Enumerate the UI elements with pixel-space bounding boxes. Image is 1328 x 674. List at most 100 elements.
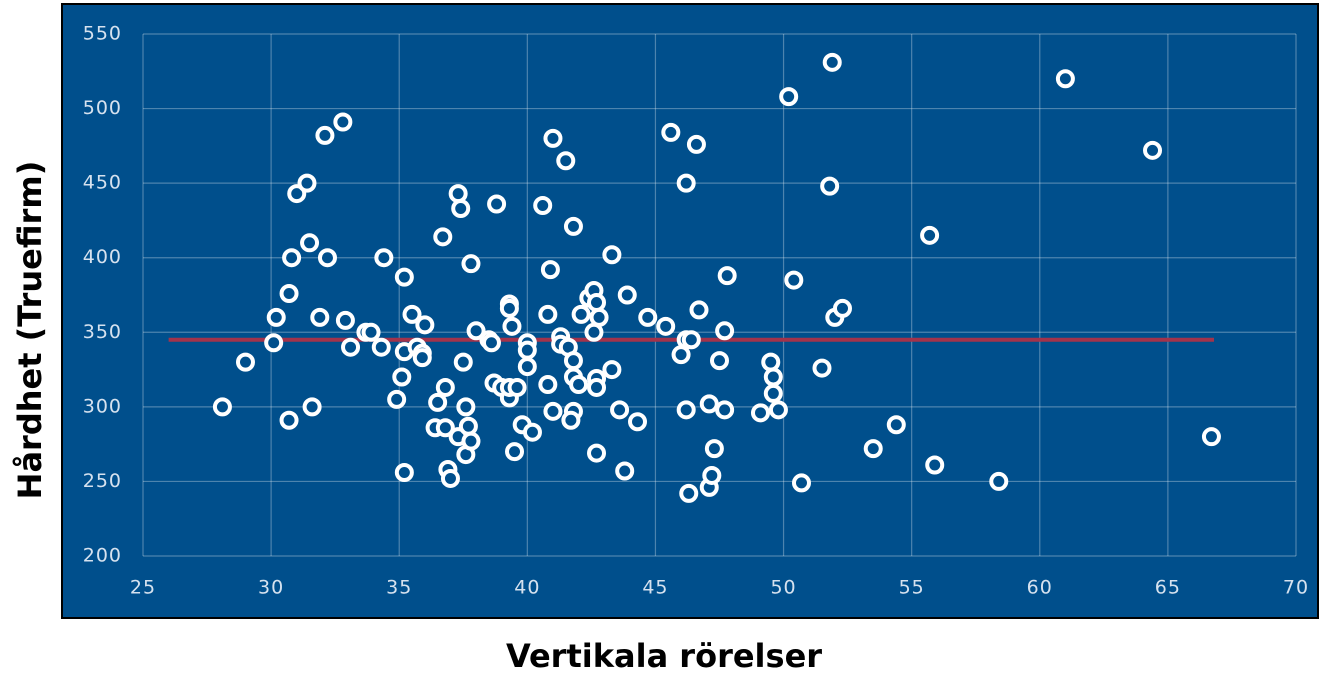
data-point [517, 340, 537, 360]
data-point [717, 266, 737, 286]
data-point [402, 304, 422, 324]
data-point [415, 315, 435, 335]
data-point [863, 439, 883, 459]
data-point [392, 367, 412, 387]
data-point [702, 465, 722, 485]
data-point [638, 307, 658, 327]
data-point [412, 348, 432, 368]
data-point [481, 333, 501, 353]
data-point [679, 483, 699, 503]
y-axis-label: Hårdhet (Truefirm) [11, 161, 49, 500]
data-point [686, 134, 706, 154]
data-point [812, 358, 832, 378]
data-point [584, 322, 604, 342]
data-point [543, 401, 563, 421]
data-point [832, 298, 852, 318]
data-point [335, 310, 355, 330]
x-tick-label: 45 [642, 577, 668, 599]
data-point [763, 367, 783, 387]
data-point [487, 194, 507, 214]
data-point [602, 245, 622, 265]
data-point [341, 337, 361, 357]
data-point [538, 374, 558, 394]
data-point [538, 304, 558, 324]
y-tick-label: 300 [83, 395, 122, 417]
data-point [556, 151, 576, 171]
data-point [750, 403, 770, 423]
data-point [681, 330, 701, 350]
data-point [279, 284, 299, 304]
data-point [533, 196, 553, 216]
data-point [615, 461, 635, 481]
data-point [448, 184, 468, 204]
data-point [699, 394, 719, 414]
data-point [387, 389, 407, 409]
data-point [925, 455, 945, 475]
data-point [784, 270, 804, 290]
data-point [710, 351, 729, 371]
data-point [628, 412, 648, 432]
data-point [1201, 427, 1221, 447]
data-point [602, 360, 622, 380]
data-point [266, 307, 286, 327]
data-point [820, 176, 840, 196]
y-tick-label: 350 [83, 321, 122, 343]
data-point [522, 422, 542, 442]
data-point [715, 321, 735, 341]
data-point [563, 216, 583, 236]
data-point [761, 352, 781, 372]
data-point [361, 322, 381, 342]
x-tick-label: 60 [1027, 577, 1053, 599]
x-tick-label: 35 [386, 577, 412, 599]
data-point [282, 248, 302, 268]
data-point [456, 397, 476, 417]
data-point [300, 233, 320, 253]
data-point [517, 357, 537, 377]
data-point [886, 415, 906, 435]
data-point [310, 307, 330, 327]
data-point [768, 400, 788, 420]
x-tick-label: 65 [1155, 577, 1181, 599]
data-point [466, 321, 486, 341]
data-point [989, 471, 1009, 491]
data-point [569, 374, 589, 394]
data-point [453, 352, 473, 372]
data-point [505, 442, 525, 462]
x-tick-label: 40 [514, 577, 540, 599]
data-point [458, 416, 478, 436]
data-point [317, 248, 337, 268]
data-point [822, 52, 842, 72]
data-point [671, 345, 691, 365]
y-tick-label: 250 [83, 470, 122, 492]
data-point [499, 298, 519, 318]
data-point [704, 439, 724, 459]
y-tick-label: 550 [83, 23, 122, 45]
data-point [451, 198, 471, 218]
data-point [461, 431, 481, 451]
data-point [791, 473, 811, 493]
data-point [779, 87, 799, 107]
data-point [235, 352, 255, 372]
data-point [461, 254, 481, 274]
data-point [315, 125, 335, 145]
data-point [715, 400, 735, 420]
y-tick-label: 450 [83, 172, 122, 194]
data-point [264, 333, 284, 353]
data-point [610, 400, 630, 420]
data-point [1055, 69, 1075, 89]
data-point [543, 128, 563, 148]
x-tick-label: 30 [258, 577, 284, 599]
data-point [587, 292, 607, 312]
data-point [920, 225, 940, 245]
x-tick-label: 50 [770, 577, 796, 599]
data-point [587, 443, 607, 463]
data-point [435, 418, 455, 438]
data-point [676, 400, 696, 420]
y-tick-label: 200 [83, 545, 122, 567]
data-point [661, 122, 681, 142]
data-point [212, 397, 232, 417]
data-point [589, 307, 609, 327]
data-point [540, 260, 560, 280]
data-point [394, 267, 414, 287]
